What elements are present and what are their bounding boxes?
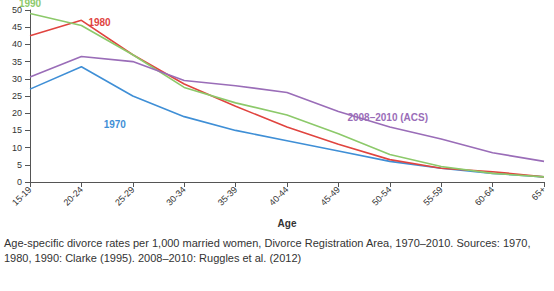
svg-text:25: 25 [12, 91, 22, 101]
svg-text:20: 20 [12, 108, 22, 118]
svg-text:15: 15 [12, 125, 22, 135]
svg-text:35-39: 35-39 [216, 184, 239, 207]
svg-text:1970: 1970 [104, 119, 127, 130]
svg-text:30: 30 [12, 74, 22, 84]
svg-text:55-59: 55-59 [421, 184, 444, 207]
svg-text:45-49: 45-49 [319, 184, 342, 207]
svg-text:15-19: 15-19 [10, 184, 33, 207]
svg-text:2008–2010 (ACS): 2008–2010 (ACS) [347, 112, 428, 123]
svg-text:45: 45 [12, 22, 22, 32]
svg-text:10: 10 [12, 143, 22, 153]
svg-text:1990: 1990 [19, 0, 42, 9]
svg-text:5: 5 [17, 160, 22, 170]
svg-text:35: 35 [12, 57, 22, 67]
svg-text:60-64: 60-64 [473, 184, 496, 207]
svg-text:50-54: 50-54 [370, 184, 393, 207]
svg-text:Age: Age [278, 218, 297, 229]
svg-text:25-29: 25-29 [113, 184, 136, 207]
svg-text:40-44: 40-44 [267, 184, 290, 207]
svg-text:65+: 65+ [530, 184, 548, 202]
svg-text:30-34: 30-34 [164, 184, 187, 207]
html-text:Age-specific divorce rates per: Age-specific divorce rates per 1,000 mar… [4, 237, 531, 264]
svg-text:0: 0 [17, 177, 22, 187]
svg-text:50: 50 [12, 5, 22, 15]
svg-text:20-24: 20-24 [62, 184, 85, 207]
svg-text:40: 40 [12, 39, 22, 49]
svg-text:1980: 1980 [88, 17, 111, 28]
